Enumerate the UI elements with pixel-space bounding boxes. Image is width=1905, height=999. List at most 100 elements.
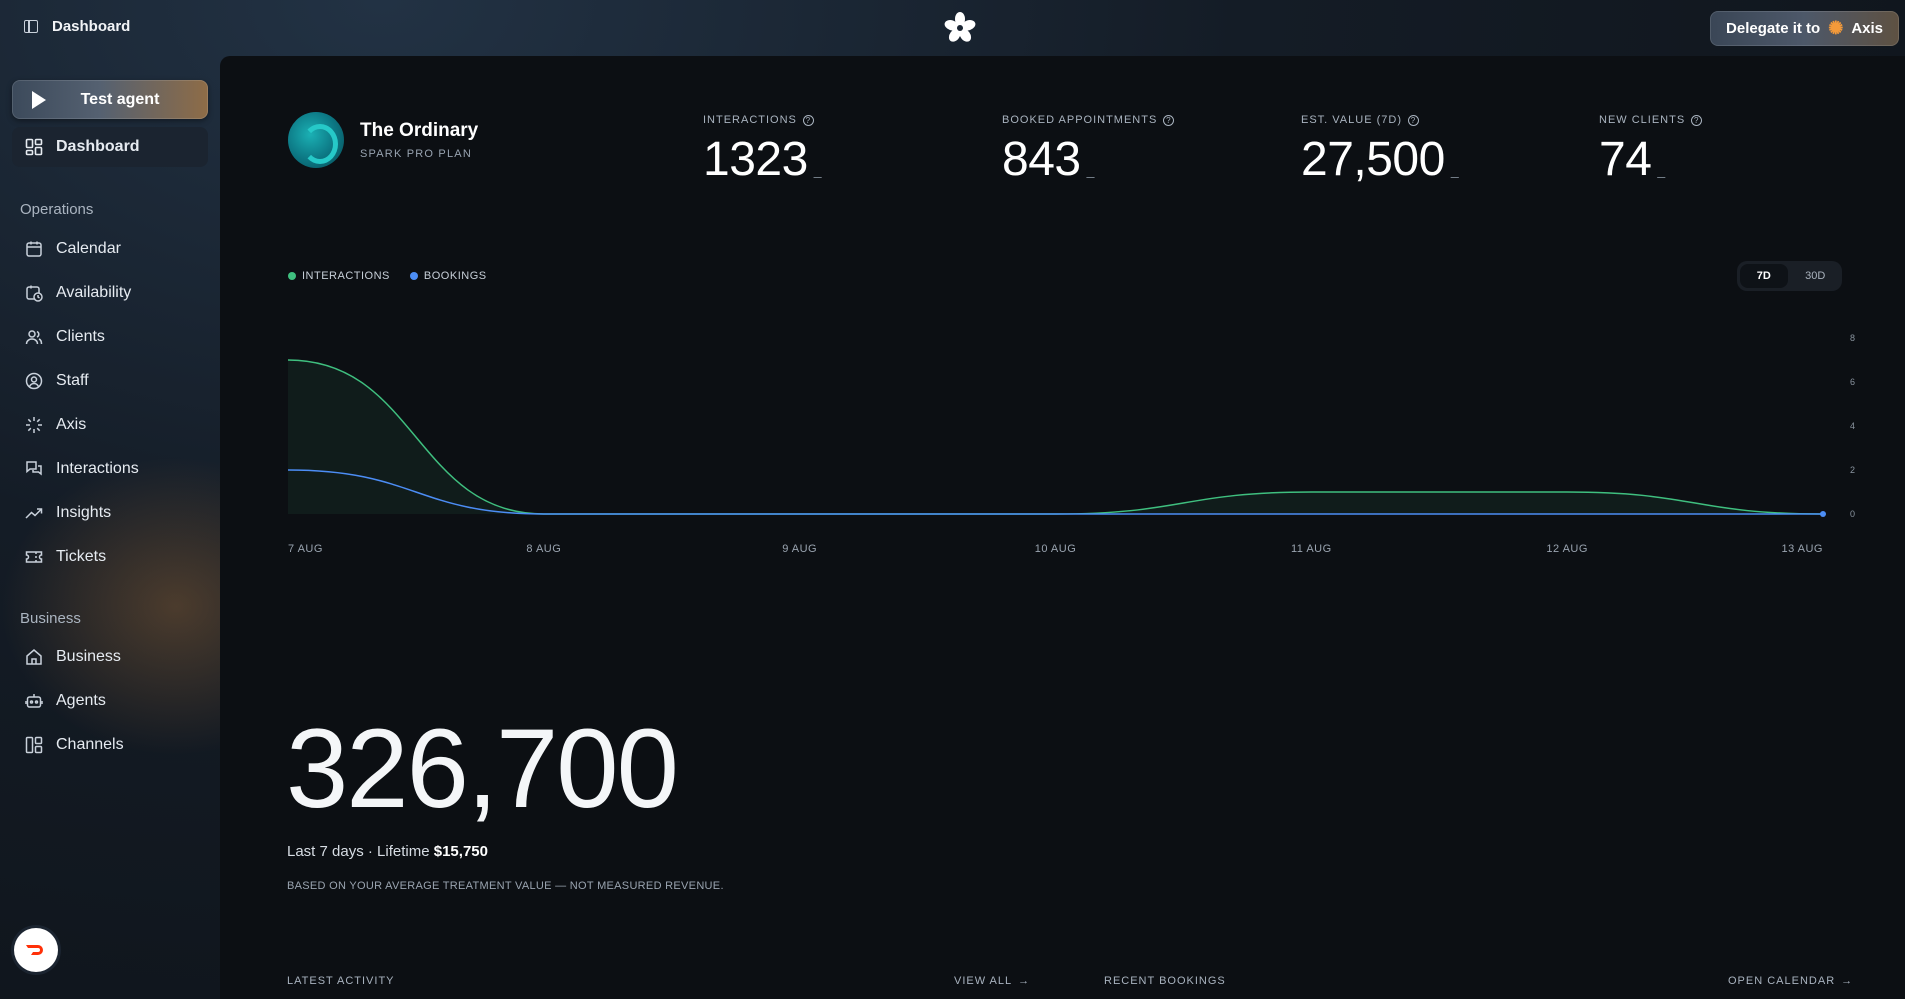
sidebar-item-clients[interactable]: Clients (12, 317, 208, 357)
stat-delta: _ (813, 162, 822, 178)
lifetime-value: $15,750 (433, 843, 488, 860)
legend-dot (288, 272, 296, 280)
arrow-right-icon: → (1841, 975, 1854, 987)
sidebar-item-label: Staff (56, 372, 89, 389)
sidebar-item-calendar[interactable]: Calendar (12, 229, 208, 269)
sidebar-item-axis[interactable]: Axis (12, 405, 208, 445)
open-calendar-link[interactable]: OPEN CALENDAR → (1728, 975, 1853, 987)
range-7d-button[interactable]: 7D (1740, 264, 1788, 288)
x-tick-label: 8 AUG (526, 543, 561, 555)
activity-chart: 7 AUG 8 AUG 9 AUG 10 AUG 11 AUG 12 AUG 13 AUG 0… (287, 333, 1855, 555)
x-tick-label: 9 AUG (782, 543, 817, 555)
sidebar-item-tickets[interactable]: Tickets (12, 537, 208, 577)
legend-dot (409, 272, 418, 280)
sidebar-toggle-icon[interactable] (24, 20, 38, 33)
y-tick-label: 8 (1850, 333, 1855, 343)
grid-icon (24, 137, 44, 157)
latest-activity-heading: LATEST ACTIVITY (287, 975, 395, 987)
sidebar-item-label: Axis (56, 416, 87, 433)
section-label-operations: Operations (20, 201, 94, 218)
sidebar-item-label: Agents (56, 692, 106, 709)
x-tick-label: 7 AUG (288, 543, 323, 555)
legend-item-bookings[interactable]: BOOKINGS (409, 270, 487, 282)
top-bar: Dashboard Delegate it to ✺ Axis (0, 0, 1905, 56)
stat-value: 27,500 (1301, 133, 1445, 186)
revenue-big-number: 326,700 (286, 706, 679, 831)
stat-label: EST. VALUE (7D) (1301, 114, 1402, 126)
stat-delta: _ (1450, 162, 1459, 178)
stat-delta: _ (1086, 162, 1095, 178)
play-icon (32, 90, 46, 109)
sidebar-item-label: Clients (56, 328, 105, 345)
revenue-note: BASED ON YOUR AVERAGE TREATMENT VALUE — … (287, 880, 724, 892)
open-calendar-label: OPEN CALENDAR (1728, 975, 1836, 987)
view-all-link[interactable]: VIEW ALL → (954, 975, 1030, 987)
help-icon[interactable]: ? (1691, 114, 1703, 126)
sidebar-item-business[interactable]: Business (12, 637, 208, 677)
sidebar-item-label: Insights (56, 504, 112, 521)
data-point (1820, 511, 1826, 517)
sidebar-item-label: Channels (56, 736, 124, 753)
sidebar-item-label: Availability (56, 284, 132, 301)
sparkle-icon (24, 415, 44, 435)
range-toggle: 7D 30D (1737, 261, 1842, 291)
main-panel: The Ordinary SPARK PRO PLAN INTERACTIONS… (220, 56, 1905, 999)
series-line-0 (287, 359, 1824, 515)
test-agent-button[interactable]: Test agent (12, 80, 208, 119)
help-icon[interactable]: ? (1163, 114, 1175, 126)
sidebar-item-agents[interactable]: Agents (12, 681, 208, 721)
section-label-business: Business (20, 610, 81, 627)
sidebar-item-interactions[interactable]: Interactions (12, 449, 208, 489)
layout-icon (24, 735, 44, 755)
range-30d-button[interactable]: 30D (1805, 270, 1826, 282)
sidebar-item-label: Tickets (56, 548, 107, 565)
stat-label: BOOKED APPOINTMENTS (1002, 114, 1158, 126)
delegate-label: Delegate it to (1726, 20, 1821, 37)
stat-value: 1323 (703, 133, 808, 186)
clock-calendar-icon (24, 283, 44, 303)
topbar-left: Dashboard (24, 18, 130, 35)
y-tick-label: 0 (1850, 509, 1855, 519)
stat-booked-appointments: BOOKED APPOINTMENTS? 843 _ (1002, 114, 1175, 187)
calendar-icon (24, 239, 44, 259)
sidebar-item-label: Calendar (56, 240, 121, 257)
y-tick-label: 4 (1850, 421, 1855, 431)
doordash-logo[interactable] (14, 928, 58, 972)
sidebar-item-channels[interactable]: Channels (12, 725, 208, 765)
delegate-target: Axis (1851, 20, 1883, 37)
y-tick-label: 2 (1850, 465, 1855, 475)
legend-label: BOOKINGS (423, 270, 487, 282)
y-tick-label: 6 (1850, 377, 1855, 387)
sidebar-item-staff[interactable]: Staff (12, 361, 208, 401)
stat-label: INTERACTIONS (703, 114, 797, 126)
arrow-right-icon: → (1018, 975, 1031, 987)
sidebar-item-insights[interactable]: Insights (12, 493, 208, 533)
series-area-0 (288, 360, 1823, 514)
legend-item-interactions[interactable]: INTERACTIONS (288, 270, 390, 282)
help-icon[interactable]: ? (1408, 114, 1419, 126)
help-icon[interactable]: ? (802, 114, 814, 126)
stat-interactions: INTERACTIONS? 1323 _ (703, 114, 822, 187)
delegate-to-axis-button[interactable]: Delegate it to ✺ Axis (1710, 11, 1899, 46)
sidebar: Test agent Dashboard Operations Calendar… (0, 56, 220, 999)
users-icon (24, 327, 44, 347)
x-tick-label: 10 AUG (1035, 543, 1077, 555)
doordash-icon (26, 945, 43, 955)
revenue-subline-prefix: Last 7 days · Lifetime (287, 843, 430, 860)
ticket-icon (24, 547, 44, 567)
test-agent-label: Test agent (80, 90, 160, 108)
sidebar-item-label: Dashboard (56, 138, 140, 155)
sidebar-item-dashboard[interactable]: Dashboard (12, 127, 208, 167)
series-line-1 (287, 469, 1823, 515)
stat-label: NEW CLIENTS (1599, 114, 1686, 126)
chat-icon (24, 459, 44, 479)
stat-value: 74 (1599, 133, 1652, 186)
stat-new-clients: NEW CLIENTS? 74 _ (1599, 114, 1703, 187)
sidebar-item-availability[interactable]: Availability (12, 273, 208, 313)
recent-bookings-heading: RECENT BOOKINGS (1104, 975, 1226, 987)
sidebar-item-label: Business (56, 648, 121, 665)
app-logo-icon (944, 12, 976, 42)
stat-delta: _ (1657, 162, 1665, 178)
user-circle-icon (24, 371, 44, 391)
stat-est-value: EST. VALUE (7D)? 27,500 _ (1301, 114, 1459, 187)
